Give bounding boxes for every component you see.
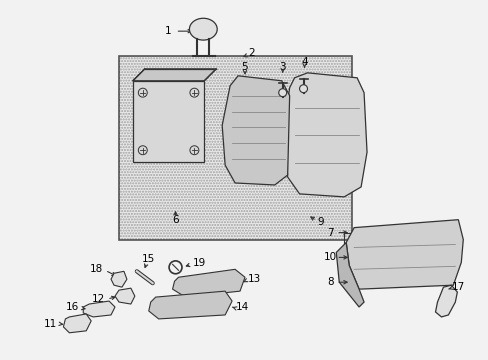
Circle shape bbox=[278, 89, 286, 96]
Text: 6: 6 bbox=[172, 215, 179, 225]
Circle shape bbox=[189, 146, 199, 155]
Text: 19: 19 bbox=[192, 258, 205, 268]
Polygon shape bbox=[435, 285, 456, 317]
Polygon shape bbox=[63, 314, 91, 333]
Polygon shape bbox=[222, 76, 289, 185]
Polygon shape bbox=[346, 220, 462, 289]
Text: 14: 14 bbox=[236, 302, 249, 312]
Polygon shape bbox=[336, 243, 364, 307]
Text: 3: 3 bbox=[279, 62, 285, 72]
Circle shape bbox=[299, 85, 307, 93]
Text: 18: 18 bbox=[90, 264, 103, 274]
Text: 11: 11 bbox=[44, 319, 57, 329]
Bar bbox=[120, 57, 350, 239]
Polygon shape bbox=[148, 291, 232, 319]
Text: 9: 9 bbox=[317, 217, 324, 227]
Text: 5: 5 bbox=[241, 62, 248, 72]
Circle shape bbox=[138, 88, 147, 97]
Polygon shape bbox=[172, 269, 244, 297]
Text: 2: 2 bbox=[247, 48, 254, 58]
Bar bbox=[133, 81, 204, 162]
Text: 4: 4 bbox=[301, 57, 307, 67]
Polygon shape bbox=[83, 301, 115, 317]
Text: 15: 15 bbox=[142, 255, 155, 264]
Circle shape bbox=[189, 88, 199, 97]
Text: 17: 17 bbox=[450, 282, 464, 292]
Polygon shape bbox=[111, 271, 127, 287]
Ellipse shape bbox=[189, 18, 217, 40]
Text: 16: 16 bbox=[66, 302, 79, 312]
Text: 7: 7 bbox=[326, 228, 333, 238]
Text: 13: 13 bbox=[247, 274, 261, 284]
Polygon shape bbox=[284, 73, 366, 197]
Text: 12: 12 bbox=[92, 294, 105, 304]
Text: 8: 8 bbox=[326, 277, 333, 287]
Text: 10: 10 bbox=[323, 252, 336, 262]
Text: 1: 1 bbox=[164, 26, 171, 36]
Circle shape bbox=[138, 146, 147, 155]
Polygon shape bbox=[115, 288, 135, 304]
Bar bbox=[119, 56, 351, 239]
Polygon shape bbox=[133, 69, 216, 81]
